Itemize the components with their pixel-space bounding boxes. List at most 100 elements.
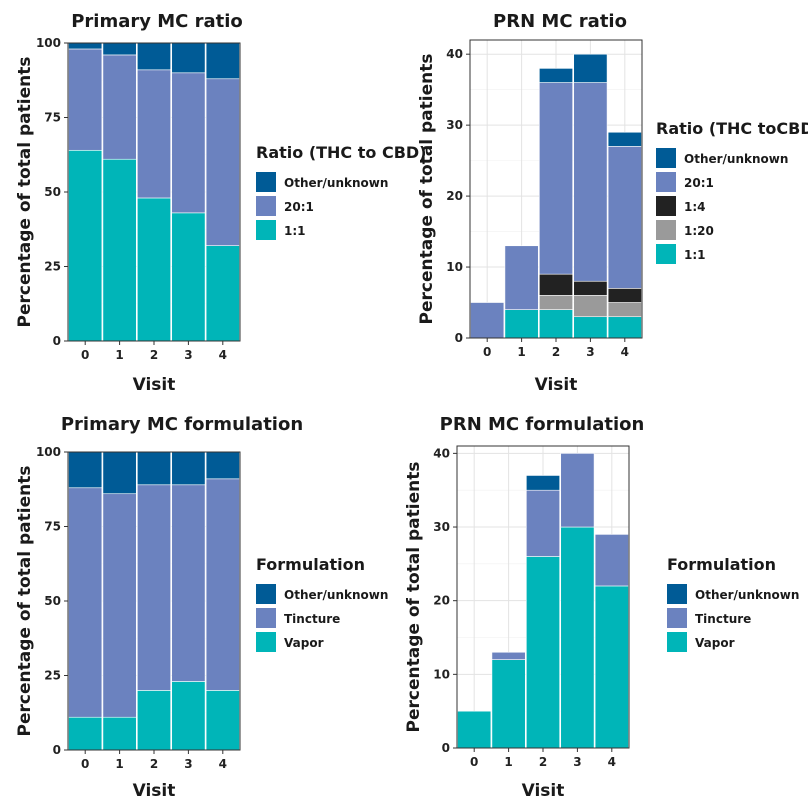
bar-segment: [607, 302, 642, 318]
legend-swatch: [667, 584, 687, 604]
x-tick-label: 3: [573, 755, 581, 769]
bar-segment: [607, 288, 642, 303]
legend-swatch: [667, 632, 687, 652]
bar-segment: [205, 245, 240, 342]
x-tick-label: 2: [552, 345, 560, 359]
bar-segment: [573, 295, 608, 318]
y-tick-label: 50: [44, 594, 61, 608]
legend: Formulation Other/unknown Tincture Vapor: [256, 555, 388, 652]
x-tick-label: 1: [115, 757, 123, 771]
bar-segment: [102, 158, 137, 342]
legend-swatch: [656, 220, 676, 240]
legend: Ratio (THC to CBD) Other/unknown 20:1 1:1: [256, 143, 426, 240]
legend-item-label: Tincture: [695, 612, 751, 626]
bar-segment: [171, 484, 206, 682]
bar-segment: [594, 585, 629, 749]
legend-title: Formulation: [256, 555, 365, 574]
chart-panel-4: 0 10 20 30 40 0 1 2 3 4 PRN MC formulation Visit Per…: [404, 414, 799, 801]
legend-item-label: Tincture: [284, 612, 340, 626]
bar-segment: [68, 487, 103, 718]
x-tick-label: 0: [470, 755, 478, 769]
x-tick-label: 1: [115, 348, 123, 362]
bar-segment: [137, 451, 171, 486]
bar-segment: [171, 42, 206, 74]
bar-segment: [68, 716, 103, 751]
bar-segment: [171, 681, 206, 751]
y-tick-label: 100: [36, 36, 61, 50]
legend-item-label: 20:1: [284, 200, 314, 214]
bar-segment: [607, 146, 642, 289]
x-axis-title: Visit: [535, 375, 578, 395]
legend-item-label: 1:20: [684, 224, 714, 238]
bar-segment: [171, 72, 206, 214]
x-tick-label: 3: [184, 757, 192, 771]
bar-segment: [573, 82, 608, 282]
chart-title: PRN MC formulation: [440, 414, 645, 435]
bar-segment: [607, 316, 642, 339]
y-tick-label: 10: [446, 260, 463, 274]
bar-segment: [137, 69, 171, 199]
legend-swatch: [256, 584, 276, 604]
y-tick-label: 40: [446, 47, 463, 61]
x-axis-title: Visit: [133, 781, 176, 801]
bar-segment: [526, 556, 560, 749]
y-tick-label: 75: [44, 111, 61, 125]
bar-segment: [560, 453, 595, 528]
legend-item-label: Other/unknown: [695, 588, 799, 602]
x-tick-label: 3: [586, 345, 594, 359]
legend-swatch: [256, 220, 276, 240]
bar-segment: [539, 309, 573, 339]
x-tick-label: 1: [504, 755, 512, 769]
chart-title: Primary MC ratio: [71, 11, 243, 32]
bar-segment: [573, 280, 608, 296]
legend-item-label: Other/unknown: [684, 152, 788, 166]
bar-segment: [539, 82, 573, 275]
bar-segment: [491, 659, 526, 749]
bar-segment: [573, 53, 608, 83]
y-axis-title: Percentage of total patients: [404, 462, 424, 733]
bar-segment: [205, 78, 240, 246]
chart-panel-2: 0 10 20 30 40 0 1 2 3 4 PRN MC ratio Visit Percentag…: [417, 11, 808, 395]
x-tick-label: 0: [81, 757, 89, 771]
chart-title: PRN MC ratio: [493, 11, 627, 32]
bar-segment: [68, 149, 103, 342]
x-tick-label: 3: [184, 348, 192, 362]
bar-segment: [102, 493, 137, 718]
bar-segment: [68, 451, 103, 489]
legend-swatch: [656, 172, 676, 192]
bar-segment: [470, 302, 505, 339]
x-tick-label: 2: [150, 348, 158, 362]
bar-segment: [171, 212, 206, 342]
bar-segment: [102, 716, 137, 751]
bar-segment: [491, 651, 526, 660]
y-tick-label: 50: [44, 185, 61, 199]
legend-item-label: Vapor: [695, 636, 735, 650]
y-tick-label: 25: [44, 669, 61, 683]
bar-segment: [68, 48, 103, 151]
y-axis-title: Percentage of total patients: [15, 57, 35, 328]
x-tick-label: 0: [483, 345, 491, 359]
bar-segment: [205, 451, 240, 480]
bar-segment: [102, 54, 137, 160]
legend-swatch: [256, 172, 276, 192]
bar-segment: [504, 245, 539, 310]
legend-swatch: [256, 196, 276, 216]
bar-segment: [137, 484, 171, 691]
bar-segment: [594, 534, 629, 587]
legend: Formulation Other/unknown Tincture Vapor: [667, 555, 799, 652]
bar-segment: [205, 690, 240, 751]
x-tick-label: 4: [219, 757, 227, 771]
bar-segment: [539, 273, 573, 296]
y-tick-label: 30: [446, 118, 463, 132]
legend-item-label: 1:1: [684, 248, 706, 262]
x-tick-label: 2: [539, 755, 547, 769]
legend-swatch: [656, 196, 676, 216]
bar-segment: [607, 131, 642, 147]
y-axis-title: Percentage of total patients: [417, 54, 437, 325]
y-tick-label: 20: [433, 594, 450, 608]
y-tick-label: 40: [433, 446, 450, 460]
y-tick-label: 0: [53, 743, 61, 757]
bar-segment: [102, 42, 137, 56]
bar-segment: [205, 42, 240, 80]
